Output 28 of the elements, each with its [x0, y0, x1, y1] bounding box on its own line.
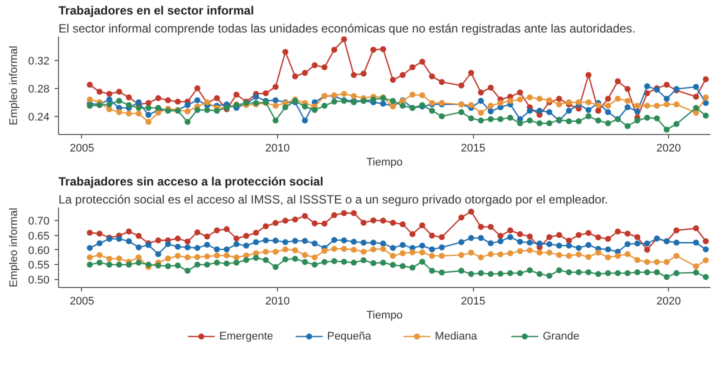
y-tick-label: 0.50: [28, 274, 50, 286]
x-tick-label: 2005: [70, 142, 94, 154]
chart-subtitle: La protección social es el acceso al IMSS, al ISSSTE o a un seguro privado otorgado por el empleador.: [58, 192, 608, 206]
x-tick-label: 2015: [460, 296, 486, 308]
y-axis-title: Empleo informal: [8, 46, 20, 126]
y-tick-label: 0.24: [28, 111, 50, 124]
legend-label: Mediana: [434, 330, 478, 342]
legend-label: Pequeña: [327, 330, 372, 342]
x-tick-label: 2010: [265, 142, 290, 154]
x-axis-title: Tiempo: [366, 156, 403, 168]
y-tick-label: 0.28: [28, 83, 50, 96]
chart-subtitle: El sector informal comprende todas las unidades económicas que no están registradas ante las autoridades.: [58, 22, 636, 36]
x-tick-label: 2020: [656, 142, 681, 154]
chart-title: Trabajadores sin acceso a la protección social: [58, 174, 324, 188]
chart-title: Trabajadores en el sector informal: [58, 4, 254, 18]
x-tick-label: 2020: [656, 296, 681, 308]
y-tick-label: 0.70: [28, 216, 50, 228]
y-tick-label: 0.60: [28, 244, 50, 257]
y-tick-label: 0.32: [28, 55, 50, 68]
y-tick-label: 0.55: [28, 260, 50, 272]
legend-label: Grande: [542, 330, 580, 342]
x-axis-title: Tiempo: [366, 310, 403, 322]
y-tick-label: 0.65: [28, 230, 50, 242]
x-tick-label: 2015: [460, 142, 486, 154]
x-tick-label: 2005: [70, 296, 94, 308]
legend-label: Emergente: [219, 330, 274, 342]
x-tick-label: 2010: [265, 296, 290, 308]
y-axis-title: Empleo informal: [8, 208, 20, 288]
